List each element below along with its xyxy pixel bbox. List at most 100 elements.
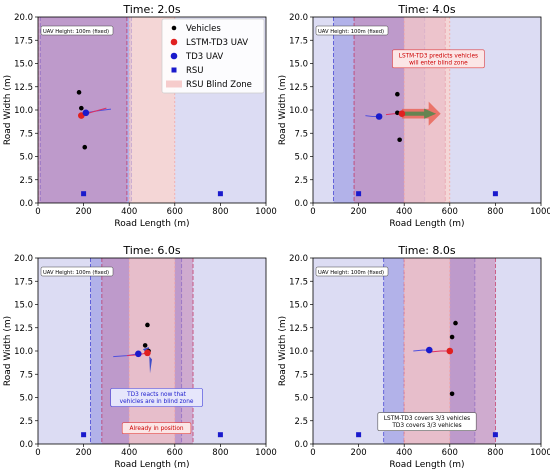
info-text: UAV Height: 100m (fixed) <box>318 270 384 276</box>
note-text: vehicles are in blind zone <box>120 399 194 405</box>
x-tick-label: 800 <box>212 448 228 458</box>
y-tick-label: 15.0 <box>14 301 33 311</box>
vehicle-point <box>395 91 400 97</box>
x-tick-label: 800 <box>212 207 228 217</box>
chart-title: Time: 2.0s <box>122 3 181 16</box>
rsu-marker <box>81 191 87 197</box>
y-tick-label: 0.0 <box>294 199 308 209</box>
note-box <box>377 412 477 431</box>
panel-4: UAV Height: 100m (fixed) LSTM-TD3 covers … <box>278 244 550 470</box>
y-tick-label: 10.0 <box>14 347 33 357</box>
info-box <box>315 266 389 277</box>
x-tick-label: 600 <box>442 207 458 217</box>
y-tick-label: 15.0 <box>14 60 33 70</box>
chart-title: Time: 8.0s <box>397 244 456 257</box>
x-tick-label: 1000 <box>530 207 550 217</box>
legend-marker-vehicles <box>171 25 177 31</box>
x-tick-label: 200 <box>75 207 91 217</box>
note-text: LSTM-TD3 covers 3/3 vehicles <box>384 416 470 422</box>
rsu-marker <box>356 432 362 438</box>
x-tick-label: 200 <box>350 448 366 458</box>
x-tick-label: 0 <box>35 207 40 217</box>
td3-uav-point <box>135 350 142 358</box>
legend-marker-rsu <box>171 67 177 73</box>
y-tick-label: 10.0 <box>14 106 33 116</box>
annotation-note: Already in position <box>121 422 192 434</box>
info-box <box>315 25 389 36</box>
y-tick-label: 5.0 <box>294 153 308 163</box>
note-text: will enter blind zone <box>409 60 468 66</box>
note-box <box>110 388 203 407</box>
y-axis-label: Road Width (m) <box>278 316 288 386</box>
vehicle-point <box>395 110 400 116</box>
legend-marker-td3 <box>170 52 178 60</box>
lstm-uav-point <box>398 110 406 118</box>
td3-uav-point <box>375 113 383 120</box>
y-tick-label: 2.5 <box>19 417 33 427</box>
x-tick-label: 600 <box>167 207 183 217</box>
legend-label: TD3 UAV <box>185 52 223 62</box>
note-box <box>121 422 192 434</box>
rsu-marker <box>492 191 498 197</box>
vehicle-point <box>76 90 82 95</box>
y-tick-label: 10.0 <box>289 106 308 116</box>
vehicle-point <box>82 144 88 150</box>
uav-height-info: UAV Height: 100m (fixed) <box>40 25 114 36</box>
legend: Vehicles LSTM-TD3 UAV TD3 UAV RSU RSU Blind … <box>161 18 265 94</box>
vehicle-point <box>449 334 455 340</box>
vehicle-point <box>145 322 150 328</box>
plot-area: UAV Height: 100m (fixed) LSTM-TD3 predict… <box>313 17 541 203</box>
rsu-marker <box>217 432 223 438</box>
info-text: UAV Height: 100m (fixed) <box>43 270 109 276</box>
y-tick-label: 10.0 <box>289 347 308 357</box>
y-axis-label: Road Width (m) <box>3 75 13 145</box>
x-axis-label: Road Length (m) <box>114 460 189 470</box>
uav-height-info: UAV Height: 100m (fixed) <box>315 266 389 277</box>
x-tick-label: 0 <box>35 448 40 458</box>
note-text: TD3 reacts now that <box>126 392 187 398</box>
x-tick-label: 600 <box>442 448 458 458</box>
y-tick-label: 12.5 <box>14 324 33 334</box>
rsu-marker <box>217 191 223 197</box>
y-tick-label: 0.0 <box>19 440 33 450</box>
y-axis-label: Road Width (m) <box>3 316 13 386</box>
y-tick-label: 15.0 <box>289 60 308 70</box>
y-tick-label: 0.0 <box>294 440 308 450</box>
y-tick-label: 20.0 <box>14 13 33 23</box>
x-tick-label: 400 <box>121 448 137 458</box>
y-tick-label: 7.5 <box>19 129 33 139</box>
x-tick-label: 0 <box>310 448 315 458</box>
legend-box <box>161 18 265 94</box>
panel-1: UAV Height: 100m (fixed) 0 200 400 600 800 100… <box>3 3 277 229</box>
info-text: UAV Height: 100m (fixed) <box>318 29 384 35</box>
x-axis-label: Road Length (m) <box>389 219 464 229</box>
y-tick-label: 17.5 <box>14 36 33 46</box>
x-tick-label: 1000 <box>255 448 277 458</box>
x-tick-label: 1000 <box>530 448 550 458</box>
note-text: TD3 covers 3/3 vehicles <box>391 423 461 429</box>
td3-uav-point <box>82 109 90 117</box>
x-tick-label: 800 <box>487 207 503 217</box>
note-box <box>392 49 485 69</box>
legend-marker-lstm <box>170 38 178 46</box>
rsu-marker <box>81 432 87 438</box>
x-tick-label: 800 <box>487 448 503 458</box>
plot-area: UAV Height: 100m (fixed) TD3 reacts now t… <box>38 258 266 444</box>
y-tick-label: 20.0 <box>14 254 33 264</box>
y-tick-label: 12.5 <box>289 324 308 334</box>
y-tick-label: 17.5 <box>14 277 33 287</box>
y-tick-label: 15.0 <box>289 301 308 311</box>
y-tick-label: 2.5 <box>19 176 33 186</box>
y-tick-label: 5.0 <box>19 153 33 163</box>
y-axis-label: Road Width (m) <box>278 75 288 145</box>
x-axis-label: Road Length (m) <box>114 219 189 229</box>
panel-2: UAV Height: 100m (fixed) LSTM-TD3 predict… <box>278 3 550 229</box>
info-box <box>40 25 114 36</box>
y-tick-label: 7.5 <box>294 129 308 139</box>
y-tick-label: 2.5 <box>294 176 308 186</box>
legend-label: RSU Blind Zone <box>186 80 252 90</box>
y-tick-label: 0.0 <box>19 199 33 209</box>
